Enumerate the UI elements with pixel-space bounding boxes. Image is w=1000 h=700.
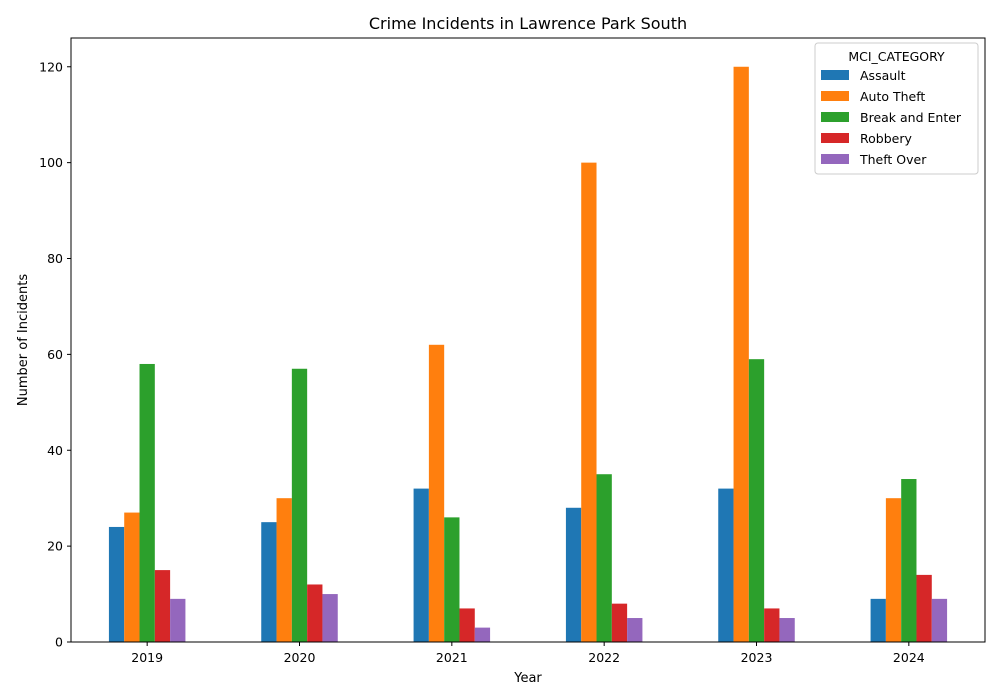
x-tick-label: 2019: [131, 650, 163, 665]
legend-label-auto-theft: Auto Theft: [860, 89, 925, 104]
x-tick-label: 2023: [741, 650, 773, 665]
bar-robbery-2022: [611, 603, 628, 642]
bar-assault-2020: [261, 522, 277, 642]
bar-assault-2022: [565, 507, 582, 642]
bar-robbery-2020: [307, 584, 323, 642]
bar-auto-theft-2024: [885, 498, 902, 642]
bar-auto-theft-2022: [581, 162, 597, 642]
y-tick-label: 20: [47, 539, 63, 554]
bar-break-and-enter-2024: [901, 479, 917, 642]
bar-auto-theft-2020: [276, 498, 292, 642]
bar-theft-over-2019: [170, 598, 186, 642]
legend-swatch-break-and-enter: [821, 112, 849, 122]
x-tick-label: 2021: [436, 650, 468, 665]
bar-break-and-enter-2019: [139, 363, 155, 642]
plot-frame: [70, 37, 986, 643]
bar-robbery-2021: [459, 608, 475, 642]
bar-break-and-enter-2023: [748, 359, 765, 642]
legend-frame: [814, 42, 979, 175]
bar-robbery-2024: [916, 574, 932, 642]
y-axis-label: Number of Incidents: [16, 274, 31, 406]
bar-assault-2019: [108, 526, 125, 642]
bar-auto-theft-2019: [124, 512, 140, 642]
y-tick-label: 0: [55, 635, 63, 650]
y-tick-label: 40: [47, 443, 63, 458]
axes-layer: 0 20 40 60 80 100 120 2019 2020 2021 2022 2023 2024: [39, 37, 986, 665]
bar-robbery-2019: [154, 570, 171, 642]
x-tick-label: 2020: [284, 650, 316, 665]
bar-assault-2023: [718, 488, 734, 642]
bar-auto-theft-2021: [428, 344, 445, 642]
legend-swatch-auto-theft: [821, 91, 849, 101]
x-tick-label: 2024: [893, 650, 925, 665]
bar-theft-over-2020: [322, 594, 338, 642]
bar-assault-2021: [413, 488, 429, 642]
legend-swatch-robbery: [821, 133, 849, 143]
legend-swatch-theft-over: [821, 154, 849, 164]
bar-break-and-enter-2021: [444, 517, 460, 642]
bar-assault-2024: [870, 598, 886, 642]
bar-theft-over-2023: [779, 618, 795, 642]
bar-robbery-2023: [764, 608, 780, 642]
chart-title: Crime Incidents in Lawrence Park South: [369, 14, 687, 33]
y-tick-label: 60: [47, 347, 63, 362]
legend-label-break-and-enter: Break and Enter: [860, 110, 962, 125]
legend-label-theft-over: Theft Over: [859, 152, 927, 167]
legend-title: MCI_CATEGORY: [848, 49, 945, 64]
bar-auto-theft-2023: [733, 66, 749, 642]
bars-layer: [108, 66, 948, 642]
bar-break-and-enter-2022: [596, 474, 612, 642]
bar-theft-over-2022: [627, 618, 643, 642]
bar-break-and-enter-2020: [291, 368, 308, 642]
x-tick-label: 2022: [588, 650, 620, 665]
y-tick-label: 80: [47, 251, 63, 266]
legend: MCI_CATEGORY Assault Auto Theft Break and …: [814, 42, 979, 175]
x-axis-label: Year: [513, 671, 542, 686]
bar-theft-over-2021: [474, 627, 491, 642]
y-tick-label: 120: [39, 59, 63, 74]
bar-theft-over-2024: [931, 598, 948, 642]
legend-swatch-assault: [821, 70, 849, 80]
legend-label-assault: Assault: [860, 68, 906, 83]
y-tick-label: 100: [39, 155, 63, 170]
legend-label-robbery: Robbery: [860, 131, 912, 146]
